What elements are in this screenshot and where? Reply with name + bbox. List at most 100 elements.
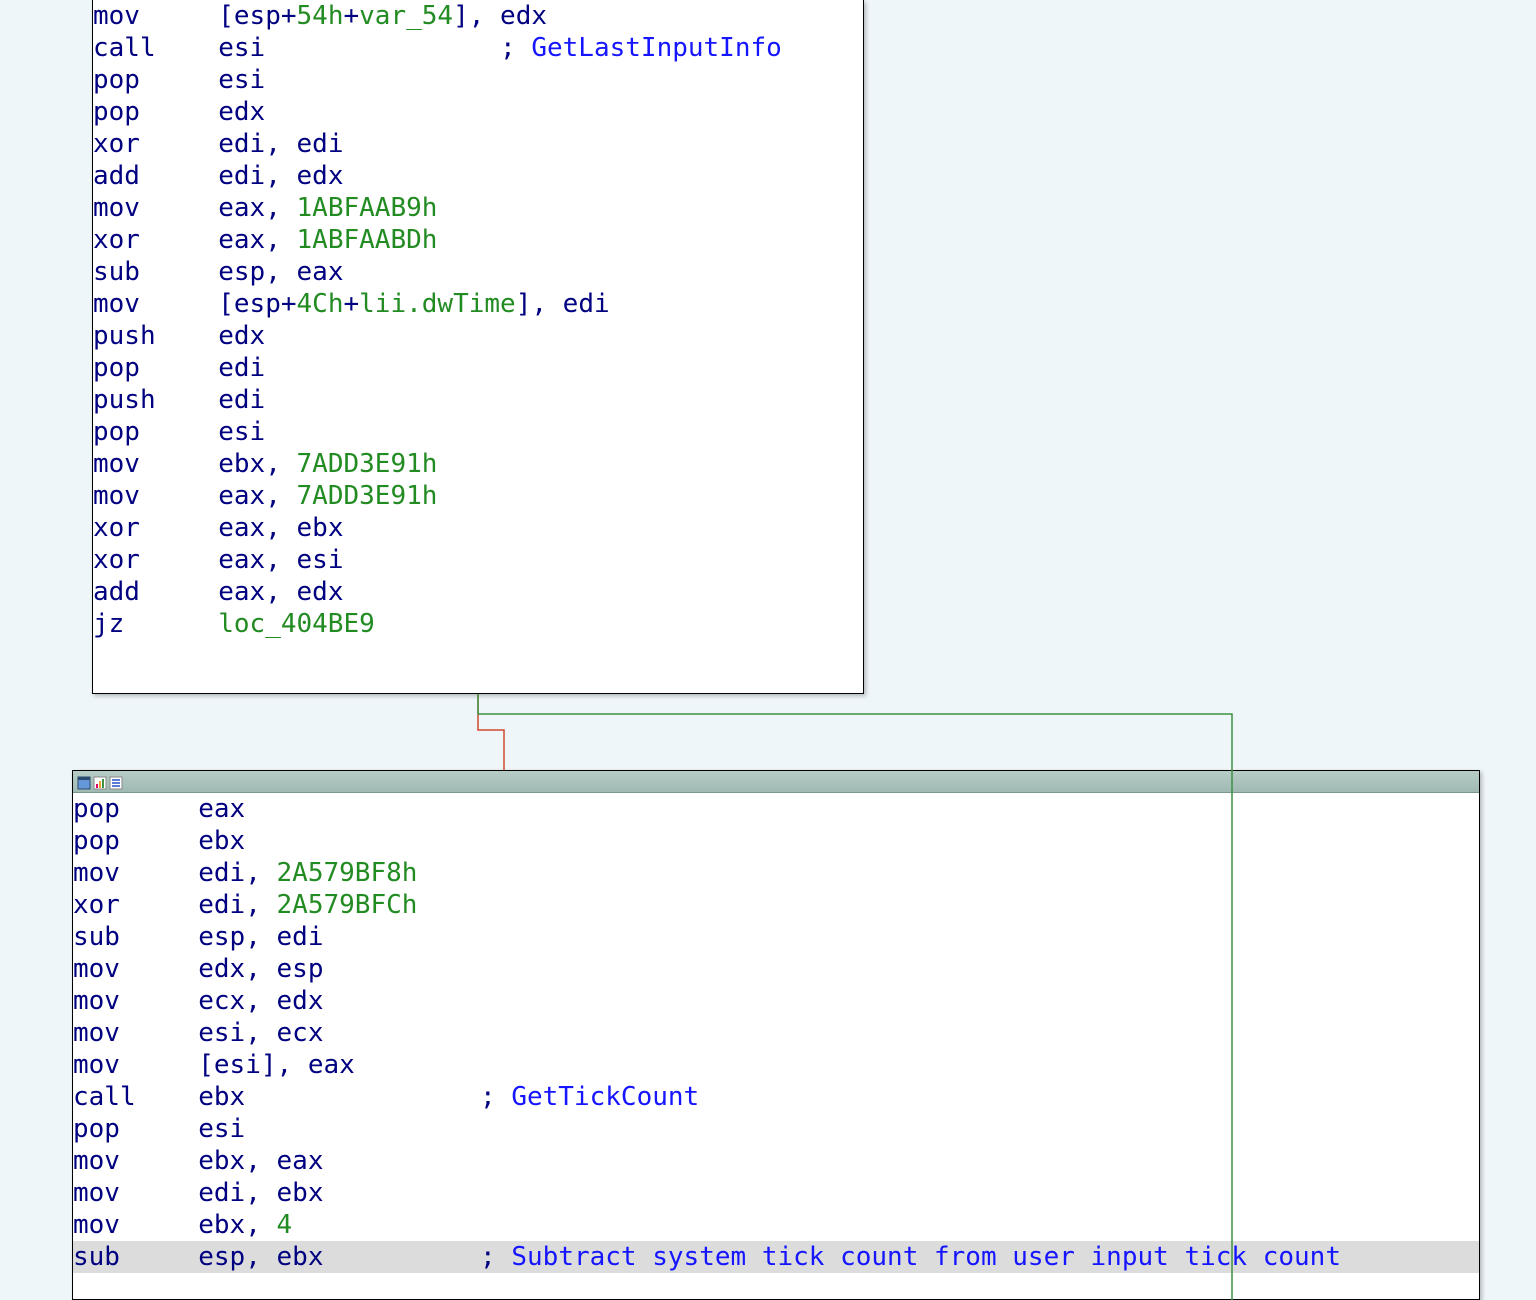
punct: , (245, 858, 276, 888)
register: esi (218, 65, 265, 95)
asm-line[interactable]: mov [esp+4Ch+lii.dwTime], edi (93, 288, 863, 320)
asm-line[interactable]: push edi (93, 384, 863, 416)
disassembly-block-2[interactable]: pop eaxpop ebxmov edi, 2A579BF8hxor edi,… (72, 770, 1480, 1300)
immediate: 7ADD3E91h (297, 481, 438, 511)
register: esp (277, 954, 324, 984)
punct: [ (218, 1, 234, 31)
punct: , (245, 1018, 276, 1048)
asm-line[interactable]: pop ebx (73, 825, 1479, 857)
register: ebx (198, 1210, 245, 1240)
asm-line[interactable]: pop esi (73, 1113, 1479, 1145)
register: eax (297, 257, 344, 287)
register: edi (198, 1178, 245, 1208)
asm-line[interactable]: push edx (93, 320, 863, 352)
asm-line[interactable]: mov esi, ecx (73, 1017, 1479, 1049)
comment: Subtract system tick count from user inp… (511, 1242, 1341, 1272)
comment: GetTickCount (511, 1082, 699, 1112)
asm-line[interactable]: pop edi (93, 352, 863, 384)
asm-line[interactable]: jz loc_404BE9 (93, 608, 863, 640)
asm-line[interactable]: pop esi (93, 64, 863, 96)
mnemonic: sub (73, 1242, 120, 1272)
register: edi (218, 161, 265, 191)
punct: , (265, 129, 296, 159)
register: eax (277, 1146, 324, 1176)
mnemonic: xor (93, 225, 140, 255)
identifier: var_54 (359, 1, 453, 31)
register: esi (198, 1114, 245, 1144)
mnemonic: call (93, 33, 156, 63)
asm-line[interactable]: xor edi, edi (93, 128, 863, 160)
asm-line[interactable]: sub esp, edi (73, 921, 1479, 953)
asm-line[interactable]: pop eax (73, 793, 1479, 825)
punct: ] (516, 289, 532, 319)
asm-line[interactable]: mov [esp+54h+var_54], edx (93, 0, 863, 32)
asm-line[interactable]: mov edx, esp (73, 953, 1479, 985)
register: esi (214, 1050, 261, 1080)
register: edi (198, 858, 245, 888)
asm-line[interactable]: mov ecx, edx (73, 985, 1479, 1017)
mnemonic: jz (93, 609, 124, 639)
punct: ] (453, 1, 469, 31)
asm-line[interactable]: call esi ; GetLastInputInfo (93, 32, 863, 64)
register: esp (198, 922, 245, 952)
punct: + (344, 1, 360, 31)
punct: [ (198, 1050, 214, 1080)
asm-line[interactable]: mov ebx, eax (73, 1145, 1479, 1177)
punct: , (277, 1050, 308, 1080)
register: edi (198, 890, 245, 920)
register: esi (218, 417, 265, 447)
immediate: 54h (297, 1, 344, 31)
mnemonic: mov (93, 289, 140, 319)
register: esi (218, 33, 265, 63)
asm-line[interactable]: mov edi, 2A579BF8h (73, 857, 1479, 889)
mnemonic: add (93, 577, 140, 607)
register: edi (218, 129, 265, 159)
asm-line[interactable]: xor eax, 1ABFAABDh (93, 224, 863, 256)
register: esp (198, 1242, 245, 1272)
mnemonic: pop (73, 1114, 120, 1144)
punct: , (245, 954, 276, 984)
asm-line[interactable]: xor eax, ebx (93, 512, 863, 544)
asm-line[interactable]: mov eax, 1ABFAAB9h (93, 192, 863, 224)
register: edi (563, 289, 610, 319)
asm-line[interactable]: mov eax, 7ADD3E91h (93, 480, 863, 512)
disassembly-block-1[interactable]: mov [esp+54h+var_54], edxcall esi ; GetL… (92, 0, 864, 694)
asm-line[interactable]: mov ebx, 4 (73, 1209, 1479, 1241)
punct: , (265, 161, 296, 191)
asm-line[interactable]: xor eax, esi (93, 544, 863, 576)
punct: , (265, 225, 296, 255)
immediate: 1ABFAAB9h (297, 193, 438, 223)
comment-delimiter: ; (500, 33, 531, 63)
register: edi (218, 385, 265, 415)
register: edx (500, 1, 547, 31)
ida-graph-canvas[interactable]: mov [esp+54h+var_54], edxcall esi ; GetL… (0, 0, 1536, 1300)
mnemonic: pop (93, 353, 140, 383)
immediate: 2A579BFCh (277, 890, 418, 920)
mnemonic: add (93, 161, 140, 191)
asm-line[interactable]: mov edi, ebx (73, 1177, 1479, 1209)
asm-line[interactable]: add eax, edx (93, 576, 863, 608)
chart-icon (93, 775, 107, 789)
asm-line[interactable]: call ebx ; GetTickCount (73, 1081, 1479, 1113)
punct: , (245, 890, 276, 920)
mnemonic: call (73, 1082, 136, 1112)
mnemonic: mov (73, 1050, 120, 1080)
register: esi (297, 545, 344, 575)
asm-line[interactable]: add edi, edx (93, 160, 863, 192)
asm-line[interactable]: mov ebx, 7ADD3E91h (93, 448, 863, 480)
window-icon (77, 775, 91, 789)
comment: GetLastInputInfo (531, 33, 781, 63)
asm-line[interactable]: mov [esi], eax (73, 1049, 1479, 1081)
mnemonic: pop (73, 794, 120, 824)
asm-line[interactable]: pop edx (93, 96, 863, 128)
register: ebx (297, 513, 344, 543)
asm-line[interactable]: sub esp, eax (93, 256, 863, 288)
asm-line[interactable]: pop esi (93, 416, 863, 448)
panel-titlebar (73, 771, 1479, 793)
mnemonic: mov (73, 858, 120, 888)
asm-line[interactable]: sub esp, ebx ; Subtract system tick coun… (73, 1241, 1479, 1273)
asm-line[interactable]: xor edi, 2A579BFCh (73, 889, 1479, 921)
register: ebx (218, 449, 265, 479)
immediate: 4Ch (297, 289, 344, 319)
register: edx (218, 97, 265, 127)
